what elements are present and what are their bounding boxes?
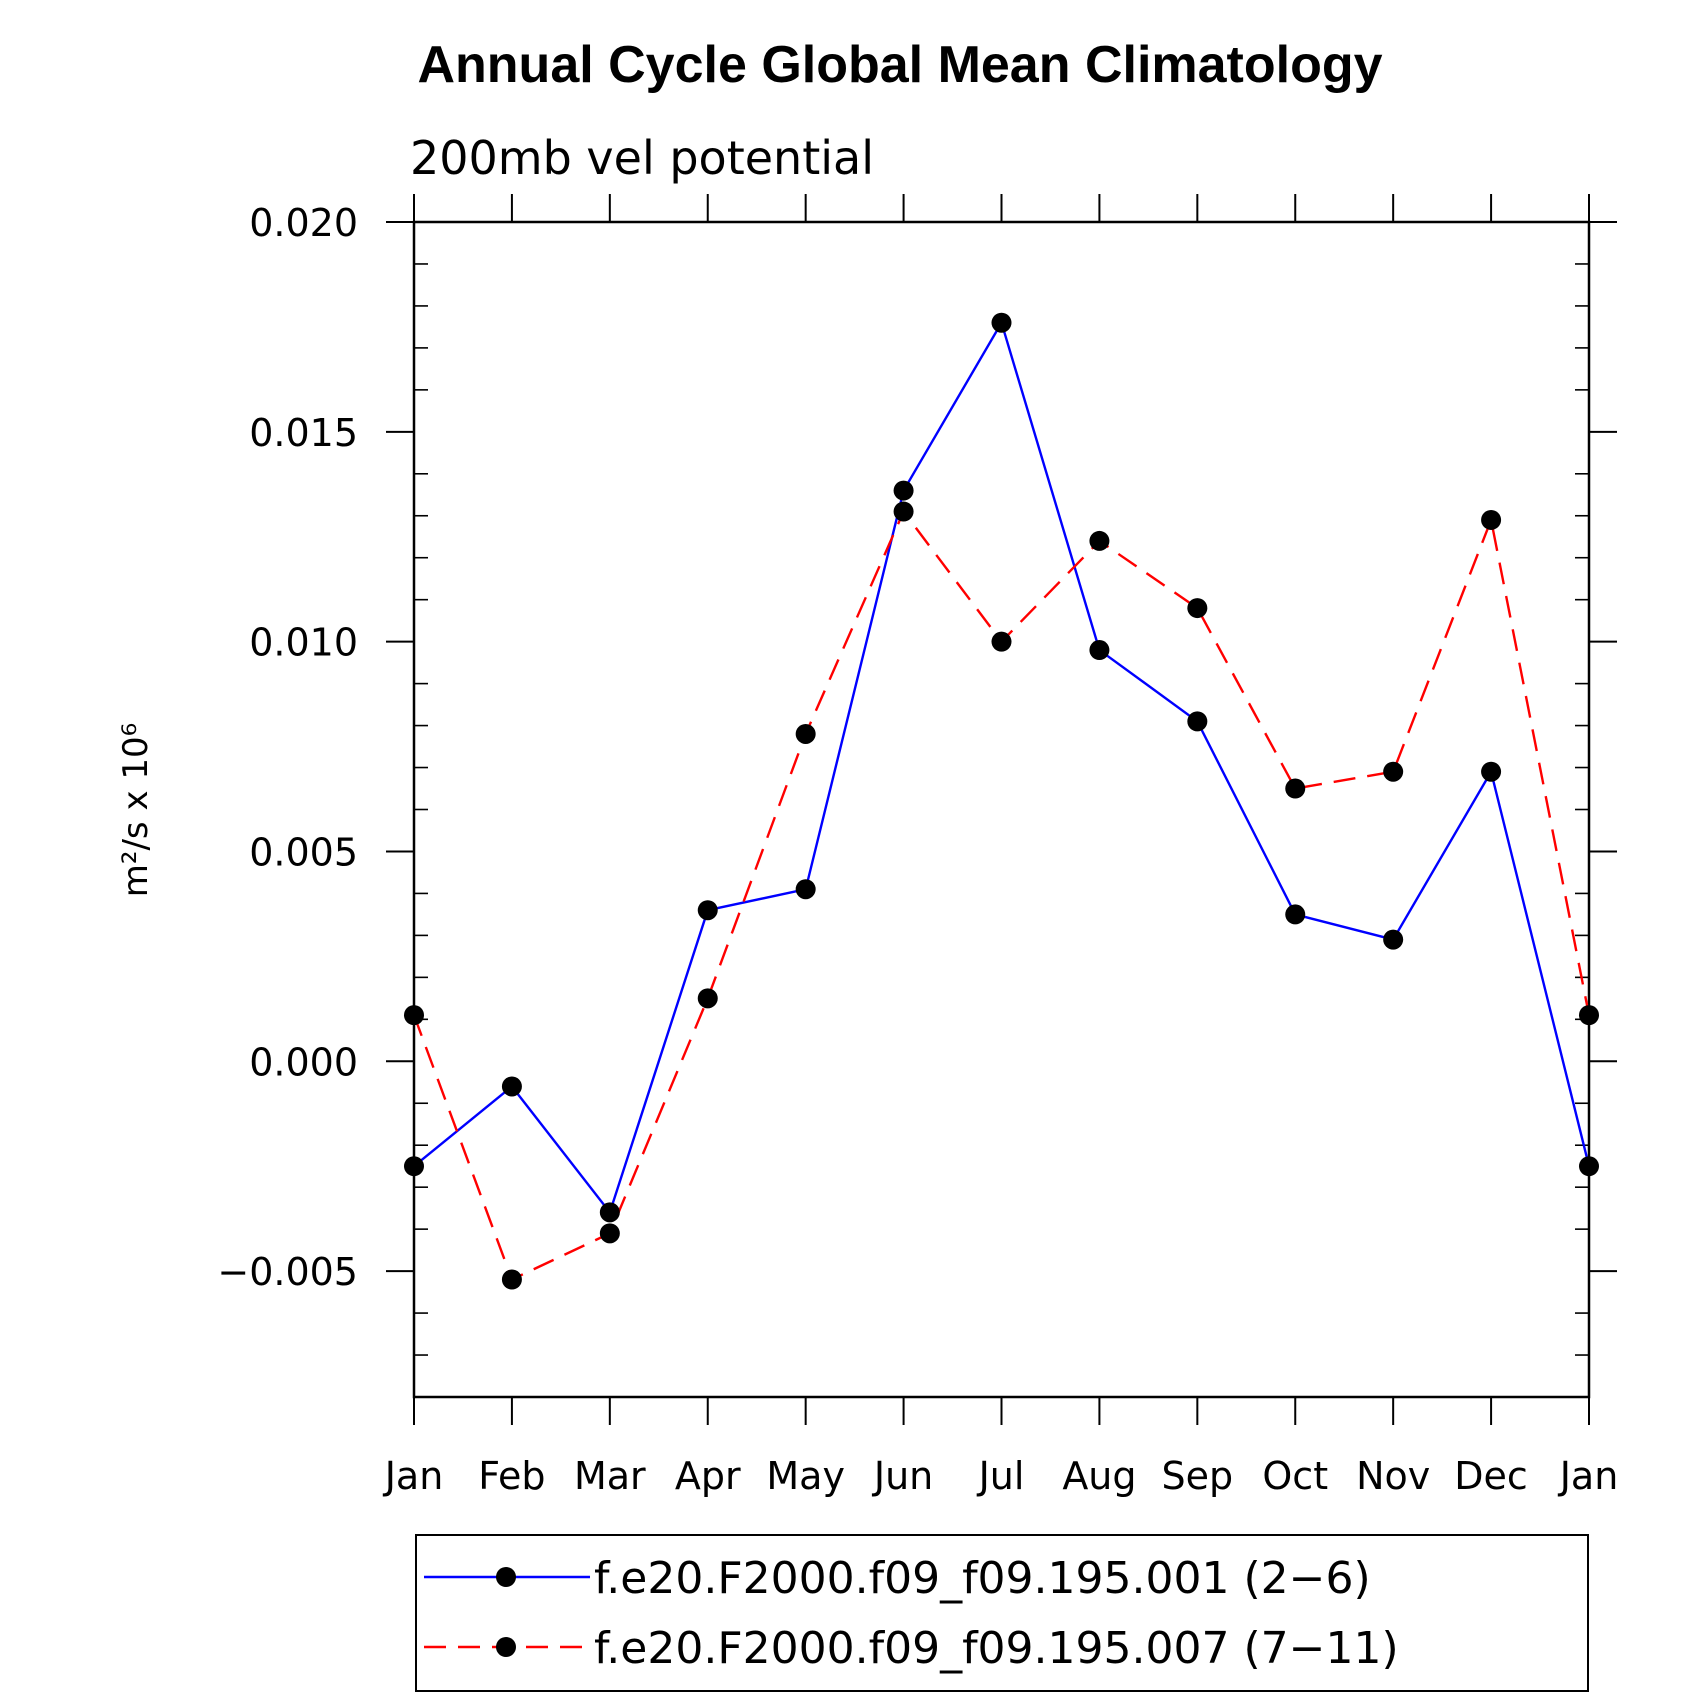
legend-box <box>415 1534 1589 1692</box>
y-axis-label: m²/s x 10⁶ <box>116 723 156 898</box>
series-1-point <box>1089 640 1110 661</box>
series-2-point <box>404 1005 424 1026</box>
legend: f.e20.F2000.f09_f09.195.001 (2−6) f.e20.F… <box>415 1534 1589 1692</box>
series-1-point <box>1285 904 1306 925</box>
legend-marker-2 <box>496 1637 516 1657</box>
series-2-point <box>1579 1005 1599 1026</box>
y-tick-label: 0.005 <box>249 830 358 874</box>
legend-marker-1 <box>496 1567 516 1587</box>
series-2-point <box>1481 509 1502 530</box>
series-1-point <box>1579 1156 1599 1177</box>
series-2-point <box>1187 598 1208 619</box>
chart-title: Annual Cycle Global Mean Climatology <box>417 36 1382 94</box>
series-line-1 <box>413 319 1591 1215</box>
series-1-point <box>599 1202 620 1223</box>
series-1-point <box>1481 761 1502 782</box>
series-1-point <box>1383 929 1404 950</box>
x-tick-label: Jan <box>1558 1454 1619 1498</box>
x-tick-label: Feb <box>478 1454 545 1498</box>
x-tick-label: Jun <box>872 1454 933 1498</box>
series-layer <box>404 312 1599 1290</box>
series-1-point <box>1187 711 1208 732</box>
series-2-point <box>501 1269 522 1290</box>
series-2-point <box>991 631 1012 652</box>
y-tick-label: −0.005 <box>217 1250 358 1294</box>
series-2-point <box>893 501 914 522</box>
plot-border <box>412 220 1591 1399</box>
x-tick-label: Mar <box>574 1454 646 1498</box>
chart-subtitle: 200mb vel potential <box>410 131 874 185</box>
x-tick-label: Apr <box>675 1454 741 1498</box>
x-tick-label: Aug <box>1062 1454 1136 1498</box>
x-tick-label: May <box>766 1454 845 1498</box>
series-2-point <box>1383 761 1404 782</box>
y-tick-label: 0.000 <box>249 1040 358 1084</box>
series-2-point <box>697 988 718 1009</box>
series-1-point <box>697 900 718 921</box>
x-tick-label: Dec <box>1454 1454 1528 1498</box>
axis-tick-labels: Jan Feb Mar Apr May Jun Jul Aug Sep Oct Nov Dec Jan −… <box>217 201 1618 1498</box>
series-1-point <box>795 879 816 900</box>
series-1-point <box>404 1156 424 1177</box>
x-tick-label: Jul <box>977 1454 1025 1498</box>
series-2-point <box>599 1223 620 1244</box>
series-2-point <box>1285 778 1306 799</box>
series-2-point <box>1089 530 1110 551</box>
y-tick-label: 0.020 <box>249 201 358 245</box>
x-tick-label: Nov <box>1356 1454 1430 1498</box>
y-tick-label: 0.010 <box>249 621 358 665</box>
y-tick-label: 0.015 <box>249 411 358 455</box>
series-1-point <box>501 1076 522 1097</box>
legend-label-1: f.e20.F2000.f09_f09.195.001 (2−6) <box>594 1553 1371 1604</box>
x-tick-label: Oct <box>1262 1454 1328 1498</box>
x-tick-label: Sep <box>1162 1454 1234 1498</box>
series-1-point <box>991 312 1012 333</box>
plot-frame <box>412 220 1591 1399</box>
series-line-2 <box>412 509 1591 1282</box>
x-tick-label: Jan <box>383 1454 444 1498</box>
series-1-point <box>893 480 914 501</box>
axis-ticks <box>386 194 1617 1425</box>
legend-label-2: f.e20.F2000.f09_f09.195.007 (7−11) <box>594 1623 1399 1674</box>
series-2-point <box>795 723 816 744</box>
